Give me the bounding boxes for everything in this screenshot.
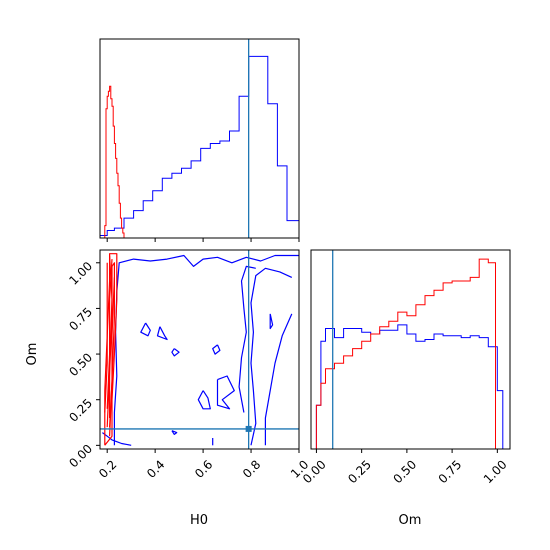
om-axis-label-left: Om <box>25 343 40 366</box>
contour-blue-6 <box>140 322 151 337</box>
contour-blue-5 <box>156 326 168 341</box>
contour-blue-9 <box>216 375 235 410</box>
contour-red-5 <box>109 255 113 418</box>
contour-red-0 <box>104 253 118 446</box>
h0-axis-label: H0 <box>190 513 208 528</box>
contour-blue-7 <box>212 344 221 355</box>
om-axis-label-bottom: Om <box>399 513 422 528</box>
contour-red-4 <box>104 262 108 413</box>
contour-blue-4 <box>238 265 256 413</box>
contour-blue-3 <box>264 313 293 446</box>
contour-layer <box>100 250 299 449</box>
truth-point-marker <box>245 425 252 432</box>
histogram-series-blue <box>315 324 504 449</box>
axes-frame <box>310 249 511 450</box>
axes-frame <box>99 249 300 450</box>
contour-blue-10 <box>197 390 211 410</box>
axes-frame <box>99 38 300 239</box>
contour-blue-11 <box>171 348 180 357</box>
contour-blue-1 <box>102 432 132 446</box>
contour-blue-12 <box>171 430 178 435</box>
contour-red-3 <box>109 277 115 437</box>
contour-blue-2 <box>250 267 293 446</box>
contour-blue-8 <box>269 313 274 330</box>
histogram-series-red <box>104 85 125 238</box>
histogram-series-red <box>315 258 496 449</box>
h0-marginal-panel <box>99 38 300 242</box>
histogram-series-blue <box>99 55 300 238</box>
